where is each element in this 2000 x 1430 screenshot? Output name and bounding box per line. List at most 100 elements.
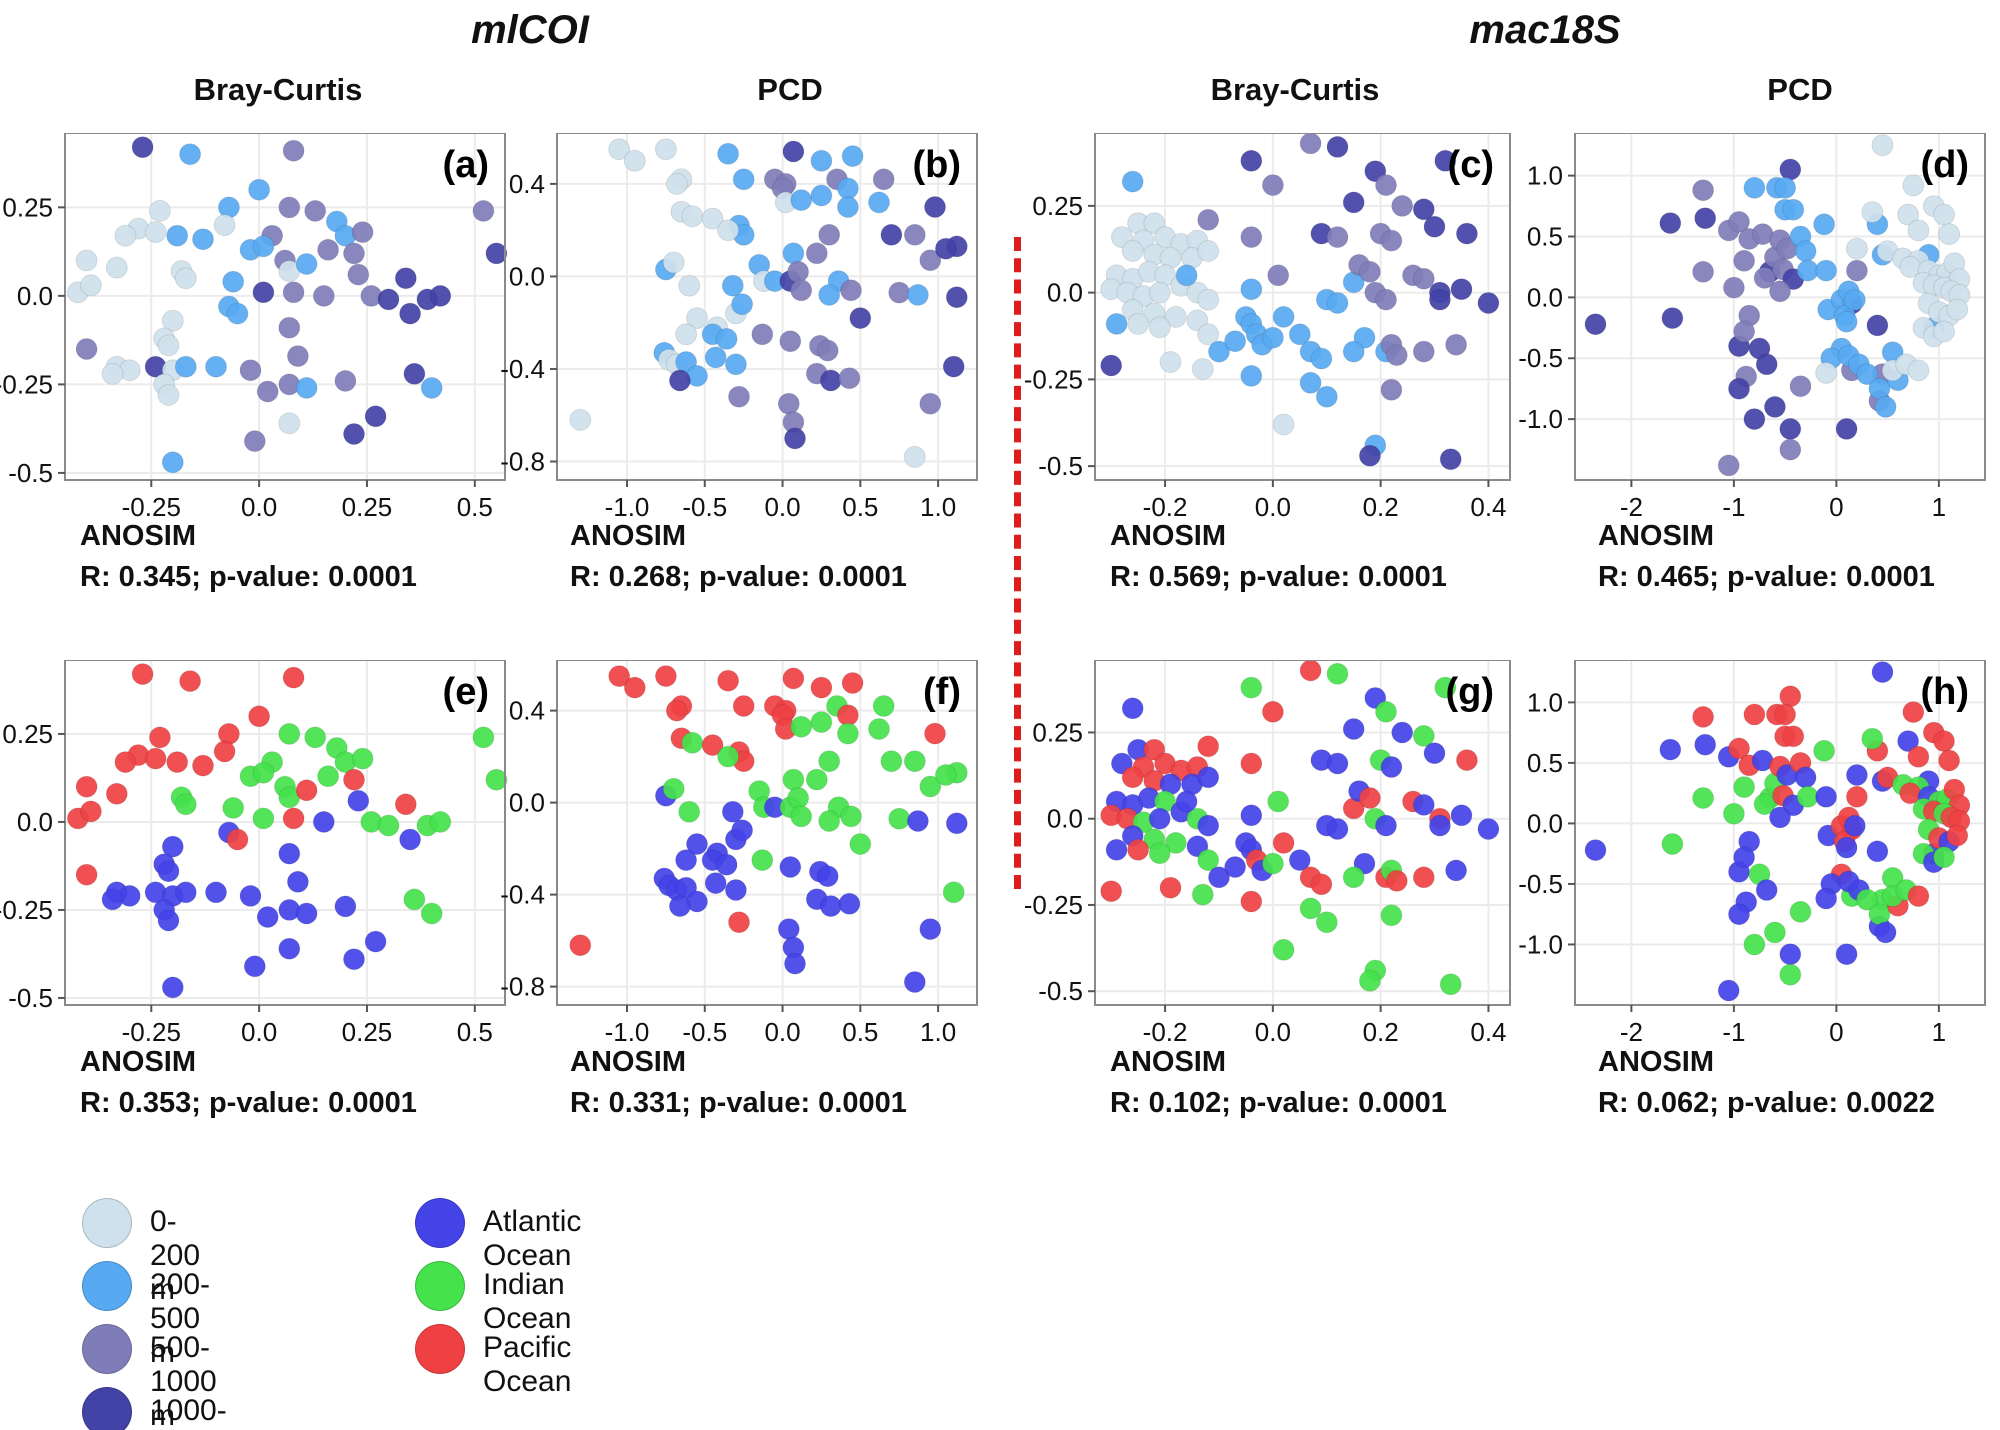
svg-text:0.0: 0.0	[241, 1017, 277, 1047]
scatter-panel-g: -0.2 0.0 0.2 0.4 0.25 0.0 -0.25 -0.5 (g)	[1025, 660, 1511, 1047]
anosim-block-c: ANOSIM R: 0.569; p-value: 0.0001	[1110, 516, 1447, 598]
svg-text:0.5: 0.5	[457, 1017, 493, 1047]
col-header-braycurtis-left: Bray-Curtis	[193, 72, 363, 107]
anosim-block-d: ANOSIM R: 0.465; p-value: 0.0001	[1598, 516, 1935, 598]
svg-text:0.25: 0.25	[1032, 191, 1083, 221]
anosim-stats: R: 0.268; p-value: 0.0001	[570, 561, 907, 593]
anosim-stats: R: 0.465; p-value: 0.0001	[1598, 561, 1935, 593]
svg-text:-0.25: -0.25	[122, 492, 181, 522]
anosim-title: ANOSIM	[80, 1046, 196, 1078]
anosim-stats: R: 0.062; p-value: 0.0022	[1598, 1087, 1935, 1119]
svg-text:1.0: 1.0	[920, 492, 956, 522]
panel-letter-label: (c)	[1448, 144, 1494, 186]
anosim-title: ANOSIM	[570, 1046, 686, 1078]
anosim-block-e: ANOSIM R: 0.353; p-value: 0.0001	[80, 1042, 417, 1124]
svg-text:0.2: 0.2	[1363, 492, 1399, 522]
svg-text:0.0: 0.0	[17, 281, 53, 311]
svg-text:1.0: 1.0	[920, 1017, 956, 1047]
panel-letter-label: (a)	[443, 144, 489, 186]
svg-text:0.0: 0.0	[17, 807, 53, 837]
col-header-pcd-left: PCD	[757, 72, 823, 107]
svg-text:0: 0	[1829, 1017, 1843, 1047]
svg-text:-0.5: -0.5	[1038, 451, 1083, 481]
svg-text:-0.5: -0.5	[1518, 869, 1563, 899]
svg-text:0.25: 0.25	[2, 719, 53, 749]
svg-text:-1.0: -1.0	[1518, 404, 1563, 434]
legend-label: 200-500 m	[150, 1268, 211, 1369]
anosim-title: ANOSIM	[1110, 1046, 1226, 1078]
svg-text:-0.5: -0.5	[8, 983, 53, 1013]
panel-letter-label: (b)	[912, 144, 961, 186]
indian-ocean-swatch	[415, 1261, 465, 1311]
svg-text:-2: -2	[1620, 492, 1643, 522]
svg-text:-0.5: -0.5	[682, 1017, 727, 1047]
depth-1000-3000-swatch	[82, 1387, 132, 1430]
svg-text:-0.25: -0.25	[0, 895, 53, 925]
legend-label: Indian Ocean	[483, 1268, 572, 1335]
svg-text:0.5: 0.5	[457, 492, 493, 522]
panel-letter-label: (f)	[923, 671, 961, 713]
legend-label: Pacific Ocean	[483, 1331, 572, 1398]
scatter-panel-h: -2 -1 0 1 1.0 0.5 0.0 -0.5 -1.0 (h)	[1518, 660, 1986, 1047]
svg-text:0.0: 0.0	[1527, 808, 1563, 838]
anosim-block-a: ANOSIM R: 0.345; p-value: 0.0001	[80, 516, 417, 598]
anosim-title: ANOSIM	[1110, 520, 1226, 552]
svg-text:1: 1	[1932, 1017, 1946, 1047]
svg-text:1: 1	[1932, 492, 1946, 522]
anosim-stats: R: 0.345; p-value: 0.0001	[80, 561, 417, 593]
col-header-pcd-right: PCD	[1767, 72, 1833, 107]
svg-text:-0.8: -0.8	[500, 972, 545, 1002]
svg-text:0.0: 0.0	[1047, 278, 1083, 308]
svg-text:-0.2: -0.2	[1143, 492, 1188, 522]
svg-text:0.25: 0.25	[2, 192, 53, 222]
atlantic-ocean-swatch	[415, 1198, 465, 1248]
svg-text:-0.4: -0.4	[500, 880, 545, 910]
svg-text:-0.5: -0.5	[682, 492, 727, 522]
svg-text:-0.25: -0.25	[122, 1017, 181, 1047]
svg-text:-0.2: -0.2	[1143, 1017, 1188, 1047]
svg-text:-1: -1	[1722, 1017, 1745, 1047]
svg-text:0.4: 0.4	[1470, 1017, 1506, 1047]
svg-text:0.0: 0.0	[1047, 804, 1083, 834]
svg-text:0.0: 0.0	[764, 1017, 800, 1047]
svg-text:-1.0: -1.0	[605, 492, 650, 522]
svg-text:1.0: 1.0	[1527, 161, 1563, 191]
legend-label: Atlantic Ocean	[483, 1205, 582, 1272]
svg-text:-0.5: -0.5	[1518, 343, 1563, 373]
anosim-title: ANOSIM	[1598, 520, 1714, 552]
svg-text:-1.0: -1.0	[605, 1017, 650, 1047]
svg-text:-0.5: -0.5	[8, 458, 53, 488]
group-title-mlcoi: mlCOI	[471, 8, 589, 52]
scatter-panel-f: -1.0 -0.5 0.0 0.5 1.0 0.4 0.0 -0.4 -0.8 (f)	[500, 660, 978, 1047]
anosim-block-b: ANOSIM R: 0.268; p-value: 0.0001	[570, 516, 907, 598]
anosim-title: ANOSIM	[570, 520, 686, 552]
svg-text:-0.25: -0.25	[1025, 890, 1083, 920]
svg-text:0.25: 0.25	[1032, 717, 1083, 747]
svg-text:0.0: 0.0	[509, 261, 545, 291]
svg-text:0.0: 0.0	[241, 492, 277, 522]
svg-text:-1.0: -1.0	[1518, 929, 1563, 959]
scatter-panel-a: -0.25 0.0 0.25 0.5 0.25 0.0 -0.25 -0.5 (a)	[0, 133, 508, 522]
legend-label: 500-1000 m	[150, 1331, 217, 1430]
legend-label: 1000-3000 m	[150, 1394, 227, 1430]
svg-text:-1: -1	[1722, 492, 1745, 522]
panel-letter-label: (h)	[1920, 671, 1969, 713]
svg-text:0.0: 0.0	[1255, 492, 1291, 522]
svg-text:0.5: 0.5	[842, 1017, 878, 1047]
svg-text:-0.25: -0.25	[1025, 364, 1083, 394]
svg-text:0.5: 0.5	[842, 492, 878, 522]
anosim-stats: R: 0.353; p-value: 0.0001	[80, 1087, 417, 1119]
svg-text:0: 0	[1829, 492, 1843, 522]
anosim-stats: R: 0.331; p-value: 0.0001	[570, 1087, 907, 1119]
svg-text:0.5: 0.5	[1527, 221, 1563, 251]
svg-text:0.0: 0.0	[764, 492, 800, 522]
svg-text:0.4: 0.4	[509, 696, 545, 726]
svg-text:-0.4: -0.4	[500, 354, 545, 384]
svg-text:0.0: 0.0	[1255, 1017, 1291, 1047]
anosim-block-h: ANOSIM R: 0.062; p-value: 0.0022	[1598, 1042, 1935, 1124]
scatter-panel-e: -0.25 0.0 0.25 0.5 0.25 0.0 -0.25 -0.5 (e)	[0, 660, 508, 1047]
depth-500-1000-swatch	[82, 1324, 132, 1374]
svg-text:0.0: 0.0	[509, 788, 545, 818]
depth-0-200-swatch	[82, 1198, 132, 1248]
